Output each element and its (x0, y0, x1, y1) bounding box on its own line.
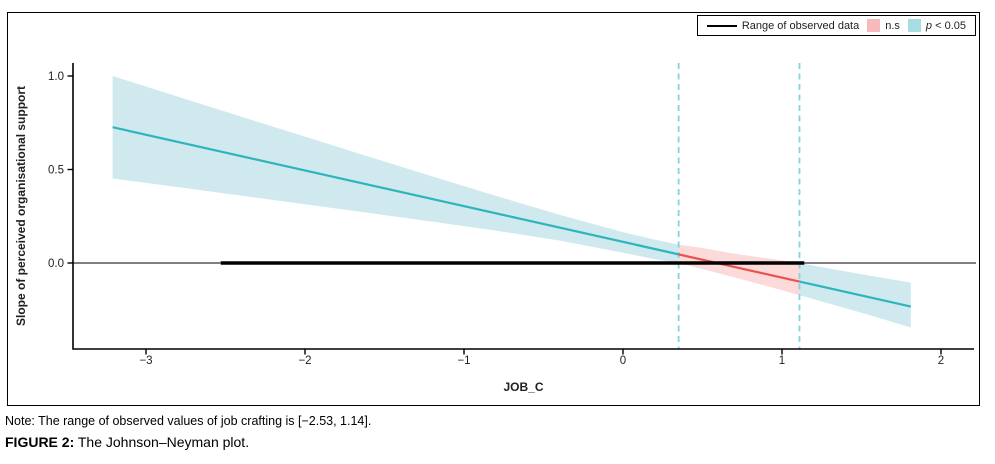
legend-label-observed-range: Range of observed data (741, 19, 860, 32)
significant-band-swatch-icon (907, 19, 921, 32)
legend-label-ns: n.s (885, 19, 900, 32)
figure-note: Note: The range of observed values of jo… (5, 414, 372, 428)
x-tick-label: −3 (139, 355, 152, 367)
chart-legend: Range of observed data n.s p < 0.05 (696, 15, 976, 36)
y-tick-label: 1.0 (48, 71, 64, 83)
figure-caption-text: The Johnson–Neyman plot. (77, 434, 250, 450)
legend-item-observed-range: Range of observed data (706, 19, 860, 32)
ci-band-ns (678, 244, 800, 296)
x-tick-label: 2 (938, 355, 944, 367)
ci-band-significant-left (112, 76, 679, 263)
legend-label-significant: p < 0.05 (926, 20, 966, 32)
legend-item-significant: p < 0.05 (907, 19, 966, 32)
y-tick-label: 0.0 (48, 258, 64, 270)
x-tick-label: 1 (779, 355, 785, 367)
x-tick-label: 0 (620, 355, 626, 367)
figure-caption-label: FIGURE 2: (5, 434, 75, 450)
observed-range-line-swatch-icon (706, 24, 737, 27)
y-tick-label: 0.5 (48, 165, 64, 177)
legend-label-p-italic: p (925, 19, 933, 32)
legend-label-p-rest: < 0.05 (932, 19, 966, 32)
ns-band-swatch-icon (867, 19, 881, 32)
slope-line-significant-right (799, 280, 912, 308)
slope-line-ns (678, 253, 800, 283)
ci-band-significant-right (799, 263, 911, 328)
y-axis-title: Slope of perceived organisational suppor… (14, 86, 28, 326)
figure-caption: FIGURE 2: The Johnson–Neyman plot. (5, 434, 249, 450)
x-tick-label: −1 (457, 355, 470, 367)
legend-item-ns: n.s (867, 19, 900, 32)
figure-frame: Range of observed data n.s p < 0.05 −3 −2… (7, 12, 980, 406)
axes (72, 63, 974, 350)
x-tick-label: −2 (298, 355, 311, 367)
slope-line-significant-left (112, 126, 679, 256)
x-axis-title: JOB_C (503, 380, 543, 394)
johnson-neyman-chart: −3 −2 −1 0 1 2 0.0 0.5 1.0 JOB_C Slope of perceive… (8, 13, 978, 404)
